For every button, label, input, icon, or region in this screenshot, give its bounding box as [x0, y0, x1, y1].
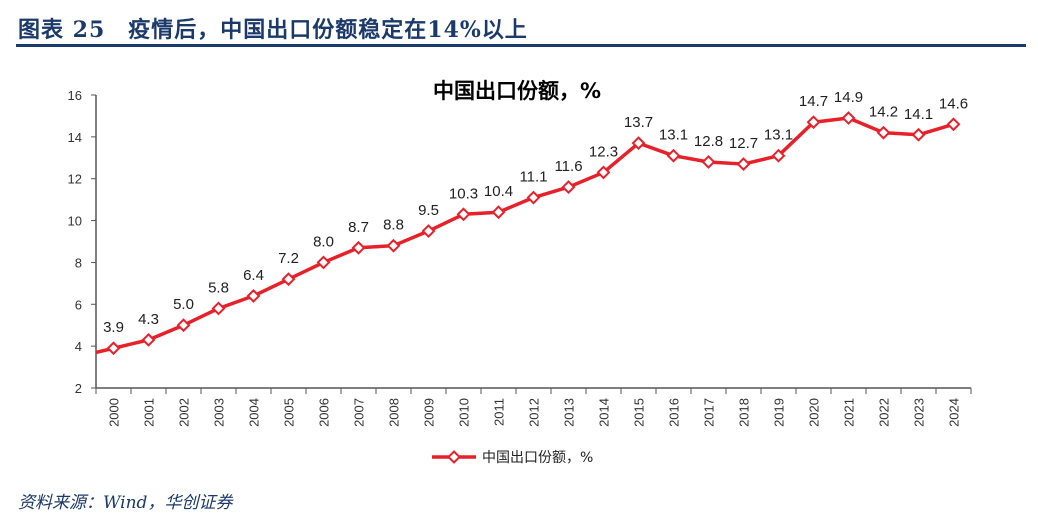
x-tick-label: 2017	[702, 398, 717, 427]
data-label: 5.8	[208, 279, 229, 296]
y-tick-label: 4	[75, 339, 82, 354]
data-label: 8.8	[383, 217, 404, 234]
chart-title: 中国出口份额，%	[433, 79, 601, 103]
x-tick-label: 2016	[667, 398, 682, 427]
x-tick-label: 2014	[597, 398, 612, 427]
data-point	[561, 180, 576, 194]
data-point	[736, 157, 751, 171]
data-point	[281, 272, 296, 287]
data-label: 14.1	[904, 106, 933, 123]
data-point	[456, 207, 471, 222]
x-tick-label: 2013	[562, 398, 577, 427]
data-point	[211, 301, 226, 316]
data-point	[841, 111, 856, 125]
data-label: 9.5	[418, 202, 439, 219]
title-rule	[16, 44, 1026, 47]
data-label: 13.7	[624, 114, 653, 131]
data-label: 7.2	[278, 250, 299, 267]
data-label: 14.7	[799, 93, 828, 110]
data-point	[421, 224, 436, 238]
data-point	[386, 238, 401, 253]
data-label: 12.7	[729, 135, 758, 152]
legend-label: 中国出口份额，%	[482, 450, 593, 466]
data-label: 11.6	[554, 158, 582, 175]
data-point	[141, 332, 156, 347]
x-tick-label: 2010	[457, 398, 472, 427]
x-tick-label: 2001	[142, 398, 157, 427]
legend-marker	[447, 450, 461, 464]
data-point	[911, 127, 926, 142]
data-point	[106, 341, 121, 356]
data-label: 8.0	[313, 233, 334, 250]
x-tick-label: 2004	[247, 398, 262, 427]
x-tick-label: 2009	[422, 398, 437, 427]
x-tick-label: 2002	[177, 398, 192, 427]
data-point	[946, 117, 961, 132]
data-point	[351, 240, 366, 255]
y-tick-label: 14	[68, 130, 82, 145]
data-label: 13.1	[764, 127, 793, 144]
data-label: 10.3	[449, 185, 478, 202]
x-tick-label: 2008	[387, 398, 402, 427]
data-label: 6.4	[243, 267, 264, 284]
x-tick-label: 2019	[772, 398, 787, 427]
y-tick-label: 6	[75, 297, 82, 312]
data-label: 13.1	[659, 127, 688, 144]
x-tick-label: 2023	[912, 398, 927, 427]
data-label: 11.1	[519, 169, 547, 186]
data-label: 3.9	[103, 319, 124, 336]
data-point	[876, 125, 891, 140]
data-point	[491, 205, 506, 220]
data-point	[771, 148, 786, 163]
data-label: 10.4	[484, 183, 513, 200]
data-label: 12.8	[694, 133, 723, 150]
x-tick-label: 2005	[282, 398, 297, 427]
figure-title: 图表 25 疫情后，中国出口份额稳定在14%以上	[18, 17, 528, 43]
x-tick-label: 2024	[947, 398, 962, 427]
data-label: 4.3	[138, 311, 159, 328]
x-tick-label: 2018	[737, 398, 752, 427]
y-tick-label: 10	[68, 214, 82, 229]
data-point	[701, 155, 716, 169]
x-tick-label: 2003	[212, 398, 227, 427]
x-tick-label: 2007	[352, 398, 367, 427]
x-tick-label: 2020	[807, 398, 822, 427]
x-tick-label: 2011	[492, 398, 507, 426]
series-line	[95, 116, 955, 355]
x-tick-label: 2000	[107, 398, 122, 427]
data-point	[596, 165, 611, 180]
data-point	[666, 148, 681, 163]
data-label: 14.2	[869, 104, 898, 121]
data-point	[246, 289, 261, 303]
data-point	[316, 255, 331, 270]
data-point	[806, 115, 821, 130]
x-tick-label: 2006	[317, 398, 332, 427]
x-tick-label: 2015	[632, 398, 647, 427]
data-label: 14.9	[834, 89, 863, 106]
y-tick-label: 8	[75, 255, 82, 270]
data-label: 8.7	[348, 219, 369, 236]
source-note: 资料来源：Wind，华创证券	[18, 493, 233, 513]
data-point	[526, 190, 541, 205]
y-tick-label: 16	[68, 88, 82, 103]
y-tick-label: 12	[68, 172, 82, 187]
data-point	[631, 136, 646, 151]
x-tick-label: 2012	[527, 398, 542, 427]
data-label: 5.0	[173, 296, 194, 313]
x-tick-label: 2022	[877, 398, 892, 427]
data-label: 12.3	[589, 143, 618, 160]
y-tick-label: 2	[75, 381, 82, 396]
data-point	[176, 318, 191, 333]
data-label: 14.6	[939, 95, 968, 112]
x-tick-label: 2021	[842, 398, 857, 427]
